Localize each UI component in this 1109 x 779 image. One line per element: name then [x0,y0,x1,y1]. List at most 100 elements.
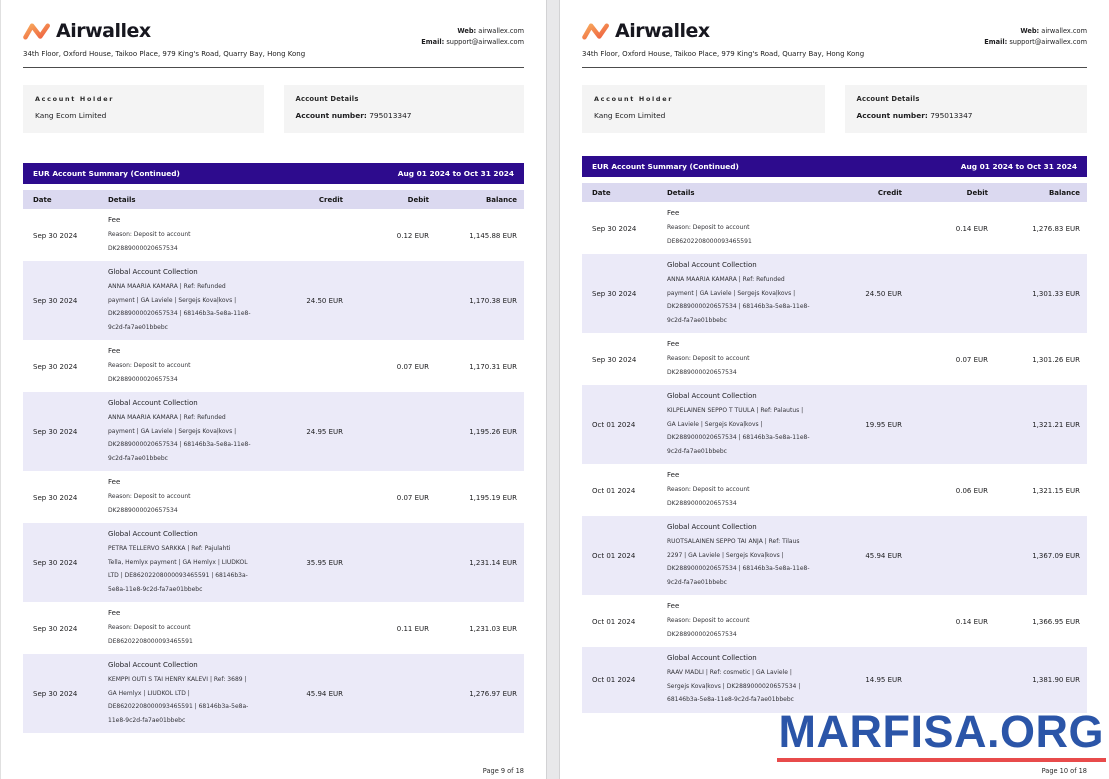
transaction-detail-line: DE86202208000093465591 [108,637,193,645]
transaction-details: Fee Reason: Deposit to account DK288900002… [667,602,837,641]
transaction-balance: 1,195.26 EUR [469,428,517,436]
transaction-type: Global Account Collection [667,261,757,269]
transaction-details: Global Account Collection ANNA MAARIA KAM… [108,268,278,334]
logo-wordmark: Airwallex [56,20,151,42]
transaction-details: Global Account Collection PETRA TELLERVO … [108,530,278,596]
contact-web: Web: airwallex.com [421,26,524,37]
account-holder-label: Account Holder [35,95,115,103]
table-row: Sep 30 2024 Global Account Collection ANN… [23,261,524,340]
account-details-box: Account Details Account number: 79501334… [283,85,524,133]
account-number-value: 795013347 [930,111,973,120]
top-bar: Airwallex Web: airwallex.com Email: supp… [23,0,524,48]
account-number: Account number: 795013347 [857,111,1076,120]
column-debit: Debit [407,195,429,204]
column-date: Date [592,188,611,197]
column-balance: Balance [485,195,517,204]
transaction-debit: 0.11 EUR [396,624,429,633]
transaction-balance: 1,367.09 EUR [1032,552,1080,560]
account-number: Account number: 795013347 [296,111,513,120]
transaction-date: Sep 30 2024 [33,559,78,567]
transaction-debit: 0.07 EUR [396,493,429,502]
transaction-detail-line: 9c2d-fa7ae01bbebc [667,316,727,324]
transaction-detail-line: DK2889000020657534 | 68146b3a-5e8a-11e8- [108,310,251,317]
page-header: Airwallex Web: airwallex.com Email: supp… [560,0,1109,713]
transaction-date: Sep 30 2024 [33,297,78,305]
transaction-debit: 0.07 EUR [396,362,429,371]
transaction-details: Global Account Collection RUOTSALAINEN SE… [667,523,837,589]
table-row: Oct 01 2024 Fee Reason: Deposit to accoun… [582,464,1087,516]
web-label: Web: [457,27,477,35]
transaction-type: Fee [108,609,121,617]
transaction-detail-line: 9c2d-fa7ae01bbebc [667,578,727,586]
transaction-date: Sep 30 2024 [33,493,78,502]
transaction-type: Fee [667,602,680,610]
transaction-balance: 1,231.14 EUR [469,559,517,567]
column-credit: Credit [877,188,902,197]
transaction-date: Oct 01 2024 [592,421,636,429]
account-number-label: Account number: [856,111,928,120]
transaction-type: Global Account Collection [108,530,198,538]
transaction-credit: 24.50 EUR [306,297,343,305]
transaction-detail-line: DK2889000020657534 [667,368,737,376]
transaction-detail-line: Reason: Deposit to account [667,486,750,493]
transaction-detail-line: DK2889000020657534 [667,499,737,507]
transaction-detail-line: Reason: Deposit to account [667,355,750,362]
table-title: EUR Account Summary (Continued) [33,169,180,178]
transaction-detail-line: LTD | DE86202208000093465591 | 68146b3a- [108,572,248,579]
transaction-detail-line: DK2889000020657534 | 68146b3a-5e8a-11e8- [667,303,810,310]
transaction-detail-line: GA Hemlyx | LIUDKOL LTD | [108,689,190,697]
transaction-credit: 24.50 EUR [865,290,902,298]
transaction-details: Fee Reason: Deposit to account DK288900002… [667,340,837,379]
transaction-detail-line: KILPELAINEN SEPPO T TUULA | Ref: Palautu… [667,407,804,414]
transaction-date: Oct 01 2024 [592,552,636,560]
airwallex-logomark-icon [582,22,609,40]
table-date-range: Aug 01 2024 to Oct 31 2024 [960,162,1077,171]
transaction-detail-line: DK2889000020657534 [667,630,737,638]
transaction-credit: 45.94 EUR [865,552,902,560]
transaction-balance: 1,381.90 EUR [1032,676,1080,685]
transaction-detail-line: DE86202208000093465591 | 68146b3a-5e8a- [108,703,249,710]
airwallex-logomark-icon [23,22,50,40]
column-details: Details [667,188,695,197]
account-details-label: Account Details [295,95,359,103]
transaction-detail-line: PETRA TELLERVO SARKKA | Ref: Pajulahti [108,545,231,552]
contact-email: Email: support@airwallex.com [421,37,524,48]
transaction-detail-line: ANNA MAARIA KAMARA | Ref: Refunded [108,414,226,421]
statement-page-9: Airwallex Web: airwallex.com Email: supp… [0,0,546,779]
transaction-detail-line: DK2889000020657534 [108,375,178,383]
table-row: Sep 30 2024 Fee Reason: Deposit to accoun… [582,333,1087,385]
transaction-date: Sep 30 2024 [592,355,637,364]
table-row: Sep 30 2024 Fee Reason: Deposit to accoun… [582,202,1087,254]
transaction-detail-line: DK2889000020657534 [108,244,178,252]
transaction-detail-line: 11e8-9c2d-fa7ae01bbebc [108,716,186,724]
transaction-date: Sep 30 2024 [33,624,78,633]
transaction-type: Fee [667,209,680,217]
column-debit: Debit [966,188,988,197]
watermark: MARFISA.ORG [776,709,1106,762]
account-boxes: Account Holder Kang Ecom Limited Account… [582,85,1087,133]
contact-block: Web: airwallex.com Email: support@airwal… [984,20,1087,48]
web-value: airwallex.com [1041,27,1087,35]
transaction-detail-line: Reason: Deposit to account [667,617,750,624]
transaction-detail-line: Reason: Deposit to account [108,362,191,369]
account-boxes: Account Holder Kang Ecom Limited Account… [23,85,524,133]
account-holder-box: Account Holder Kang Ecom Limited [582,85,825,133]
transaction-detail-line: ANNA MAARIA KAMARA | Ref: Refunded [108,283,226,290]
table-column-header: Date Details Credit Debit Balance [23,190,524,209]
transaction-balance: 1,170.31 EUR [469,362,517,371]
account-details-label: Account Details [856,95,920,103]
transaction-type: Global Account Collection [108,661,198,669]
table-row: Oct 01 2024 Global Account Collection KIL… [582,385,1087,464]
account-holder-name: Kang Ecom Limited [594,111,666,120]
transaction-details: Global Account Collection ANNA MAARIA KAM… [667,261,837,327]
transaction-detail-line: 2297 | GA Laviele | Sergejs Kovaļkovs | [667,551,784,559]
account-number-value: 795013347 [369,111,412,120]
transaction-details: Fee Reason: Deposit to account DK288900002… [667,471,837,510]
company-address: 34th Floor, Oxford House, Taikoo Place, … [23,50,306,58]
transaction-debit: 0.14 EUR [955,224,988,233]
page-number: Page 9 of 18 [482,767,524,775]
transaction-details: Global Account Collection RAAV MADLI | Re… [667,654,837,707]
transaction-type: Fee [667,340,680,348]
transaction-detail-line: payment | GA Laviele | Sergejs Kovaļkovs… [108,296,237,304]
transaction-detail-line: DK2889000020657534 [108,506,178,514]
